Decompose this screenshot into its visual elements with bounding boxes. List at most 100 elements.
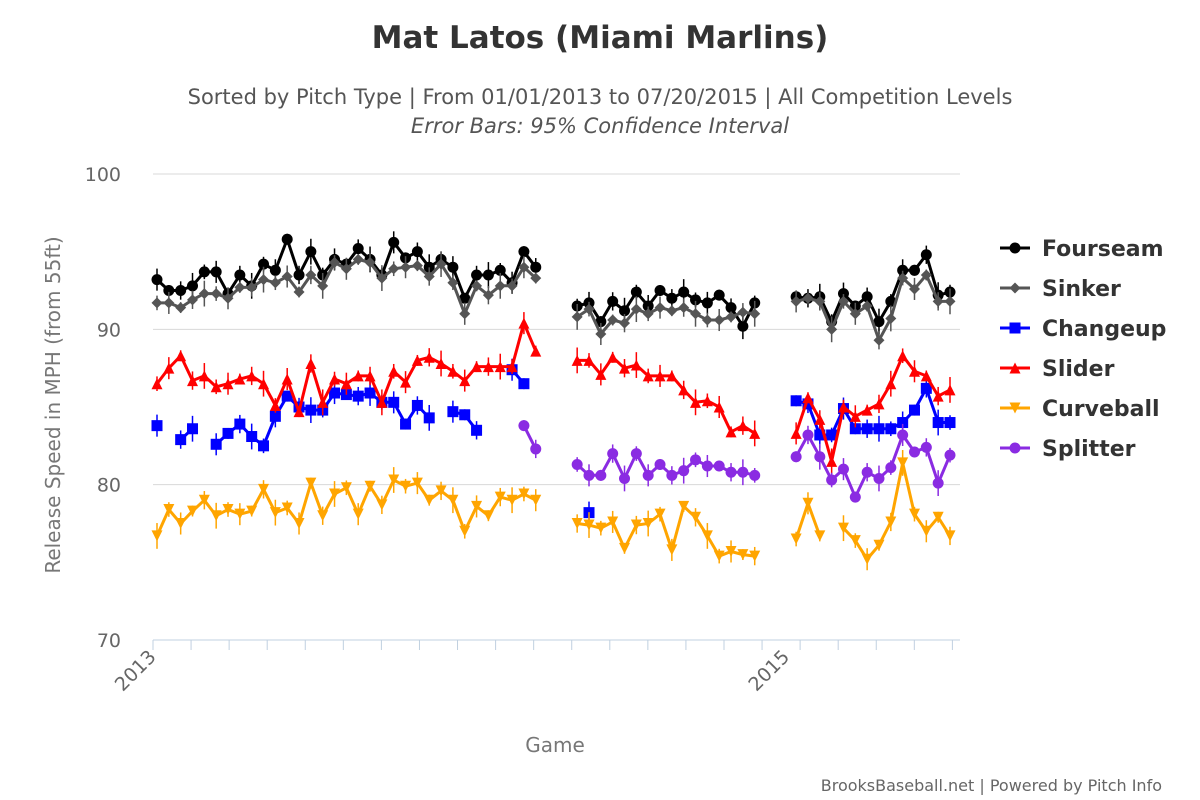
- data-point: [258, 378, 270, 390]
- data-point: [619, 305, 631, 317]
- data-point: [447, 277, 459, 289]
- data-point: [944, 295, 956, 307]
- data-point: [619, 317, 631, 329]
- data-point: [571, 311, 583, 323]
- legend-item-sinker[interactable]: Sinker: [1000, 277, 1121, 302]
- data-point: [932, 511, 944, 523]
- data-point: [790, 533, 802, 545]
- data-point: [447, 406, 459, 418]
- data-point: [151, 530, 163, 542]
- data-point: [932, 390, 944, 402]
- data-point: [210, 510, 222, 522]
- data-point: [411, 246, 423, 258]
- data-point: [506, 361, 518, 373]
- legend-marker: [1009, 362, 1021, 374]
- legend-label: Sinker: [1042, 277, 1121, 302]
- data-point: [861, 404, 873, 416]
- data-point: [920, 382, 932, 394]
- data-point: [920, 269, 932, 281]
- data-point: [920, 249, 932, 261]
- data-point: [885, 312, 897, 324]
- data-point: [630, 286, 642, 298]
- data-point: [518, 488, 530, 500]
- data-point: [725, 545, 737, 557]
- data-point: [837, 522, 849, 534]
- data-point: [305, 477, 317, 489]
- data-point: [435, 258, 447, 270]
- data-point: [494, 280, 506, 292]
- data-point: [530, 261, 542, 273]
- data-point: [897, 350, 909, 362]
- data-point: [920, 525, 932, 537]
- legend[interactable]: Fourseam Sinker Changeup Slider Curveball Spl…: [1000, 237, 1166, 462]
- data-point: [329, 387, 341, 399]
- data-point: [701, 530, 713, 542]
- y-tick-label: 100: [85, 164, 121, 186]
- data-point: [678, 302, 690, 314]
- data-point: [654, 458, 666, 470]
- data-point: [814, 413, 826, 425]
- data-point: [530, 494, 542, 506]
- data-point: [293, 406, 305, 418]
- data-point: [364, 387, 376, 399]
- y-tick-label: 70: [97, 630, 121, 652]
- data-point: [281, 233, 293, 245]
- data-point: [423, 494, 435, 506]
- data-point: [305, 358, 317, 370]
- data-point: [837, 401, 849, 413]
- data-point: [583, 303, 595, 315]
- data-point: [352, 243, 364, 255]
- credit-text: BrooksBaseball.net | Powered by Pitch In…: [821, 776, 1162, 795]
- data-point: [873, 334, 885, 346]
- legend-item-changeup[interactable]: Changeup: [1000, 317, 1166, 342]
- data-point: [388, 365, 400, 377]
- data-point: [619, 472, 631, 484]
- legend-marker: [1009, 402, 1021, 414]
- data-point: [471, 280, 483, 292]
- data-point: [530, 272, 542, 284]
- data-point: [595, 368, 607, 380]
- data-point: [885, 462, 897, 474]
- y-tick-label: 90: [97, 319, 121, 341]
- legend-item-fourseam[interactable]: Fourseam: [1000, 237, 1164, 262]
- data-point: [305, 269, 317, 281]
- data-point: [802, 292, 814, 304]
- data-point: [234, 269, 246, 281]
- series-layer: [151, 231, 956, 571]
- data-point: [861, 553, 873, 565]
- x-tick-label: 2013: [111, 646, 161, 696]
- y-tick-label: 80: [97, 475, 121, 497]
- data-point: [293, 269, 305, 281]
- data-point: [222, 378, 234, 390]
- data-point: [222, 504, 234, 516]
- data-point: [459, 308, 471, 320]
- data-point: [908, 446, 920, 458]
- data-point: [222, 292, 234, 304]
- data-point: [607, 295, 619, 307]
- data-point: [281, 373, 293, 385]
- data-point: [258, 258, 270, 270]
- data-point: [494, 264, 506, 276]
- data-point: [293, 518, 305, 529]
- data-point: [411, 399, 423, 411]
- data-point: [234, 281, 246, 293]
- data-point: [690, 511, 702, 523]
- data-point: [725, 426, 737, 438]
- data-point: [518, 378, 530, 390]
- data-point: [944, 384, 956, 396]
- data-point: [607, 516, 619, 528]
- data-point: [944, 530, 956, 542]
- data-point: [340, 482, 352, 494]
- data-point: [790, 427, 802, 439]
- data-point: [435, 485, 447, 497]
- data-point: [210, 381, 222, 393]
- legend-item-splitter[interactable]: Splitter: [1000, 437, 1136, 462]
- data-point: [666, 544, 678, 556]
- data-point: [269, 410, 281, 422]
- data-point: [210, 266, 222, 278]
- data-point: [642, 469, 654, 481]
- legend-item-curveball[interactable]: Curveball: [1000, 397, 1160, 422]
- legend-item-slider[interactable]: Slider: [1000, 357, 1115, 382]
- data-point: [849, 491, 861, 503]
- data-point: [897, 417, 909, 429]
